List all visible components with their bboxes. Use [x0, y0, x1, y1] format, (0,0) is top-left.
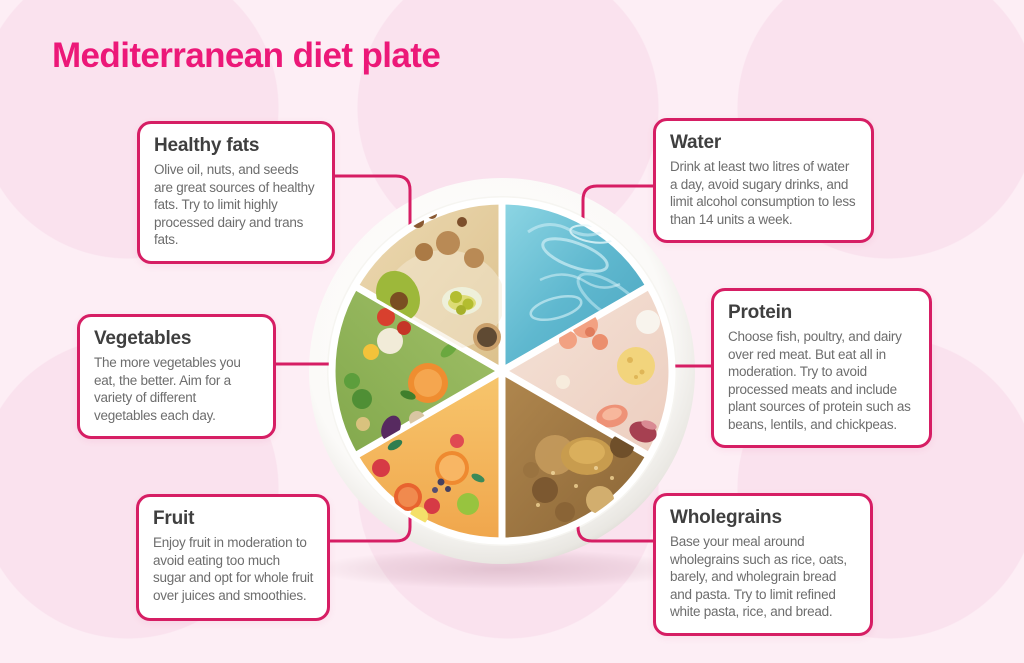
callout-body: Drink at least two litres of water a day…: [670, 159, 856, 227]
page-title: Mediterranean diet plate: [52, 36, 441, 75]
callout-heading: Wholegrains: [670, 507, 782, 528]
callout-healthy-fats: Healthy fats Olive oil, nuts, and seeds …: [137, 121, 335, 264]
callout-water: Water Drink at least two litres of water…: [653, 118, 874, 244]
callout-heading: Healthy fats: [154, 135, 260, 156]
callout-heading: Vegetables: [94, 328, 192, 349]
callout-heading: Protein: [728, 302, 793, 323]
callout-heading: Water: [670, 132, 722, 153]
plate-segment-protein: [498, 282, 676, 460]
callout-fruit: Fruit Enjoy fruit in moderation to avoid…: [136, 494, 330, 621]
callout-heading: Fruit: [153, 508, 195, 529]
connector-healthy-fats: [335, 174, 412, 236]
callout-wholegrains: Wholegrains Base your meal around wholeg…: [653, 493, 873, 636]
callout-body: Olive oil, nuts, and seeds are great sou…: [154, 162, 315, 248]
connector-water: [581, 184, 653, 236]
plate-shadow: [312, 549, 692, 589]
plate-segment-water: [498, 197, 653, 375]
callout-body: Enjoy fruit in moderation to avoid eatin…: [153, 535, 314, 603]
healthy-fat-foods: [376, 209, 502, 351]
fruit-foods: [372, 434, 485, 525]
vegetable-foods: [344, 308, 458, 441]
callout-vegetables: Vegetables The more vegetables you eat, …: [77, 314, 276, 440]
wholegrain-foods: [523, 434, 634, 522]
connector-fruit: [330, 500, 412, 543]
callout-protein: Protein Choose fish, poultry, and dairy …: [711, 288, 932, 449]
callout-body: Choose fish, poultry, and dairy over red…: [728, 329, 911, 432]
connector-wholegrains: [576, 502, 653, 543]
callout-body: The more vegetables you eat, the better.…: [94, 355, 241, 423]
callout-body: Base your meal around wholegrains such a…: [670, 534, 847, 620]
